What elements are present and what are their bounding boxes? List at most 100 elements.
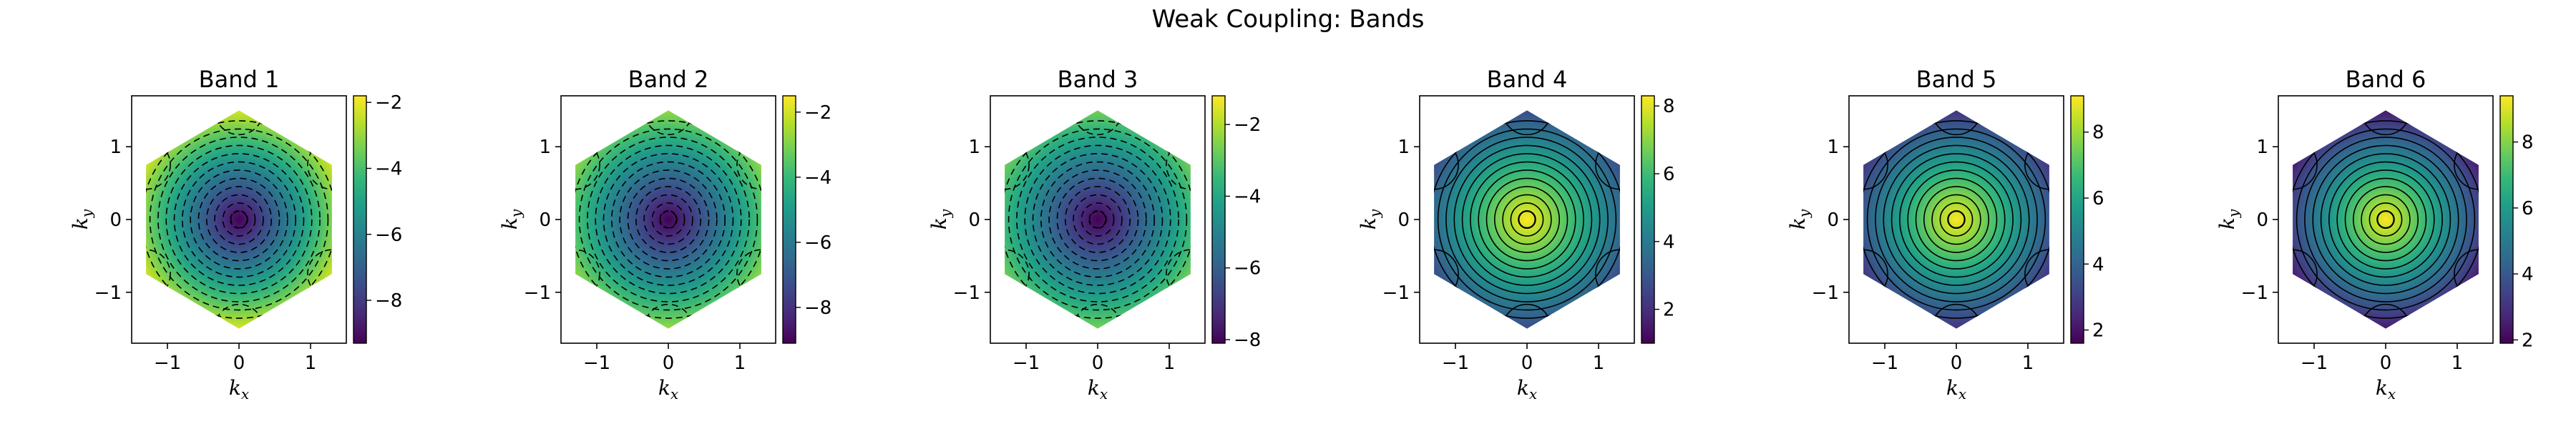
contour-line [205, 186, 273, 253]
contour-line [146, 120, 332, 319]
contour-line [307, 249, 332, 300]
contour-line [595, 144, 742, 295]
contour-line [1024, 144, 1171, 295]
contour-line [1080, 202, 1115, 237]
y-axis-label: ky [2215, 209, 2242, 230]
x-tick-label: −1 [1442, 352, 1469, 374]
y-tick-label: −1 [953, 282, 980, 304]
colorbar-tick-label: 2 [1663, 300, 1675, 321]
contour-line [2344, 177, 2427, 262]
x-tick-label: 1 [2022, 352, 2034, 374]
contour-line [1502, 303, 1552, 329]
contour-line [575, 139, 600, 190]
colorbar-tick-label: −2 [375, 92, 402, 114]
contour-line [1875, 137, 2038, 302]
y-tick-label: 1 [539, 137, 551, 158]
y-tick-label: 1 [1397, 137, 1410, 158]
contour-line [307, 139, 332, 190]
x-tick-label: 1 [1163, 352, 1176, 374]
contour-line [578, 128, 758, 311]
contour-line [149, 128, 329, 311]
contour-line [1485, 177, 1568, 262]
contour-line [1056, 177, 1139, 262]
y-axis-label: ky [1357, 209, 1383, 230]
contour-line [2312, 144, 2459, 295]
contour-line [1434, 139, 1459, 190]
contour-line [1088, 209, 1107, 230]
colorbar-tick-label: 8 [2092, 122, 2104, 144]
y-tick-label: 1 [1827, 137, 1839, 158]
contour-line [2024, 139, 2049, 190]
contour-line [1166, 249, 1191, 300]
contour-line [2352, 186, 2419, 253]
contour-line [575, 249, 600, 300]
colorbar-tick-label: −6 [804, 232, 831, 254]
contour-line [157, 137, 321, 302]
contour-line [659, 209, 678, 230]
contour-line [1863, 249, 1888, 300]
band-surface [1434, 110, 1620, 329]
y-tick-label: −1 [2241, 282, 2268, 304]
contour-line [146, 139, 171, 190]
contour-line [1595, 249, 1620, 300]
contour-line [1005, 139, 1030, 190]
contour-line [587, 137, 750, 302]
panel-title: Band 2 [628, 66, 709, 93]
y-tick-label: 0 [1827, 209, 1839, 231]
y-tick-label: −1 [94, 282, 122, 304]
contour-line [190, 169, 288, 270]
x-tick-label: −1 [1871, 352, 1898, 374]
y-axis-label: ky [498, 209, 525, 230]
band-panel: −1 0 1 −1 0 1 Band 4 kx ky 2 4 6 8 [1357, 66, 1675, 403]
x-tick-label: 1 [2451, 352, 2464, 374]
contour-line [627, 177, 710, 262]
contour-line [165, 144, 313, 295]
colorbar-tick-label: −8 [804, 297, 831, 319]
x-tick-label: 0 [1092, 352, 1104, 374]
contour-lines [1434, 110, 1620, 329]
band-surface [1005, 110, 1191, 329]
colorbar [353, 95, 367, 344]
colorbar-tick-label: 2 [2522, 330, 2534, 351]
x-tick-label: 1 [1593, 352, 1605, 374]
panel-title: Band 1 [199, 66, 280, 93]
y-tick-label: 0 [2256, 209, 2268, 231]
x-tick-label: −1 [154, 352, 181, 374]
band-panel: −1 0 1 −1 0 1 Band 3 kx ky −2 −4 −6 −8 [927, 66, 1261, 403]
y-tick-label: −1 [1812, 282, 1839, 304]
band-surface [1863, 110, 2049, 329]
band-surface [146, 110, 332, 329]
contour-line [1434, 120, 1620, 319]
colorbar [782, 95, 796, 344]
colorbar-tick-label: 8 [2522, 132, 2534, 154]
x-axis-label: kx [2376, 376, 2396, 403]
contour-line [182, 161, 296, 278]
contour-line [1595, 139, 1620, 190]
x-tick-label: 0 [2380, 352, 2392, 374]
contour-line [1005, 249, 1030, 300]
x-axis-label: kx [658, 376, 678, 403]
contour-line [1434, 249, 1459, 300]
contour-line [1016, 137, 1179, 302]
contour-line [2293, 139, 2318, 190]
contour-line [635, 186, 702, 253]
x-tick-label: −1 [2301, 352, 2328, 374]
y-tick-label: 1 [109, 137, 122, 158]
x-tick-label: 1 [305, 352, 317, 374]
colorbar-tick-label: 8 [1663, 96, 1675, 117]
contour-line [1510, 202, 1544, 237]
contour-line [2328, 161, 2443, 278]
contour-line [197, 177, 280, 262]
contour-lines [146, 110, 332, 329]
contour-line [1931, 194, 1981, 245]
contour-line [2376, 209, 2395, 230]
contour-line [1502, 194, 1552, 245]
x-tick-label: 0 [233, 352, 245, 374]
contour-line [2320, 153, 2451, 286]
colorbar [2070, 95, 2084, 344]
colorbar-tick-label: −6 [1234, 258, 1261, 280]
x-tick-label: −1 [583, 352, 610, 374]
y-tick-label: 1 [2256, 137, 2268, 158]
panel-title: Band 3 [1058, 66, 1138, 93]
colorbar-tick-label: 2 [2092, 320, 2104, 342]
